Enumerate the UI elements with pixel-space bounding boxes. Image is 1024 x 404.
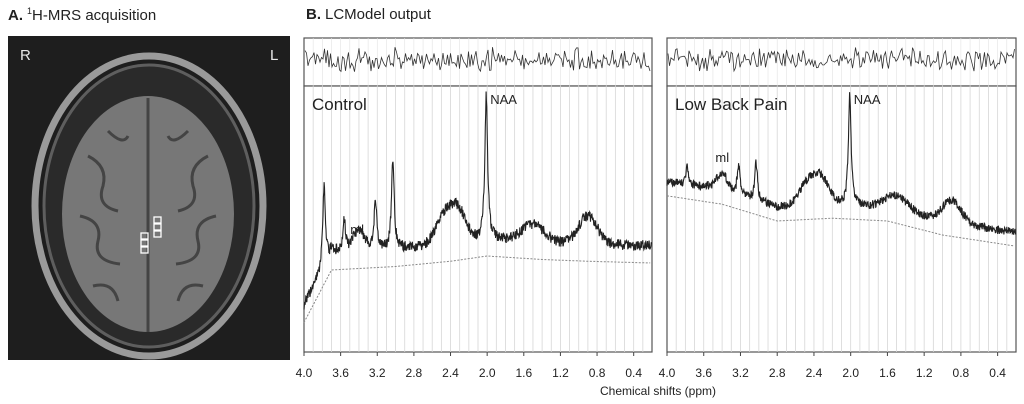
panel-a-title: A. 1H-MRS acquisition [8, 6, 156, 24]
x-tick-label: 4.0 [659, 366, 676, 380]
x-tick-label: 0.4 [625, 366, 642, 380]
x-tick-label: 1.2 [916, 366, 933, 380]
x-tick-label: 2.8 [406, 366, 423, 380]
brain-sulci [79, 98, 217, 332]
spectrum-trace [666, 92, 1017, 236]
panel-a-superscript: 1 [27, 6, 33, 16]
spectrum-trace [303, 91, 653, 310]
spectrum-frame [303, 85, 653, 353]
low-back-pain-spectrum-panel: Low Back Pain NAA ml 4.0 3.6 3.2 2.8 2.4 2.0 1.6 1… [659, 37, 1017, 380]
low-back-pain-label: Low Back Pain [675, 95, 787, 114]
panel-b-title: B. LCModel output [306, 6, 431, 23]
residual-frame [666, 37, 1017, 87]
residual-trace [304, 47, 651, 73]
x-tick-label: 1.2 [552, 366, 569, 380]
panel-b-letter: B. [306, 6, 321, 23]
x-tick-label: 0.8 [953, 366, 970, 380]
panel-a-letter: A. [8, 7, 23, 24]
naa-annotation: NAA [490, 92, 517, 107]
x-tick-label: 1.6 [515, 366, 532, 380]
skull-outer [31, 52, 267, 360]
voxel-markers [140, 216, 162, 254]
baseline-curve [666, 195, 1015, 247]
x-axis-label: Chemical shifts (ppm) [600, 384, 716, 398]
ml-annotation: ml [715, 150, 729, 165]
residual-frame [303, 37, 653, 87]
x-tick-label: 4.0 [296, 366, 313, 380]
control-label: Control [312, 95, 367, 114]
x-tick-label: 3.2 [732, 366, 749, 380]
residual-trace [667, 47, 1015, 73]
x-tick-label: 2.0 [842, 366, 859, 380]
x-tick-label: 0.8 [589, 366, 606, 380]
x-tick-label: 2.0 [479, 366, 496, 380]
side-label-left: L [270, 47, 278, 64]
side-label-right: R [20, 47, 31, 64]
mri-axial-image: R L [8, 36, 290, 360]
x-tick-label: 3.6 [695, 366, 712, 380]
x-tick-label: 3.2 [369, 366, 386, 380]
x-tick-label: 1.6 [879, 366, 896, 380]
control-spectrum-panel: Control NAA ml 4.0 3.6 3.2 2.8 2.4 2.0 1.6 1.2 0.8 0… [296, 37, 653, 380]
baseline-curve [303, 255, 651, 323]
x-tick-label: 2.8 [769, 366, 786, 380]
x-tick-label: 0.4 [989, 366, 1006, 380]
panel-a-title-text: H-MRS acquisition [32, 7, 157, 24]
panel-b-title-text: LCModel output [325, 6, 431, 23]
ml-annotation: ml [350, 222, 364, 237]
spectrum-frame [666, 85, 1017, 353]
x-tick-label: 3.6 [332, 366, 349, 380]
naa-annotation: NAA [854, 92, 881, 107]
x-tick-label: 2.4 [442, 366, 459, 380]
x-tick-label: 2.4 [806, 366, 823, 380]
